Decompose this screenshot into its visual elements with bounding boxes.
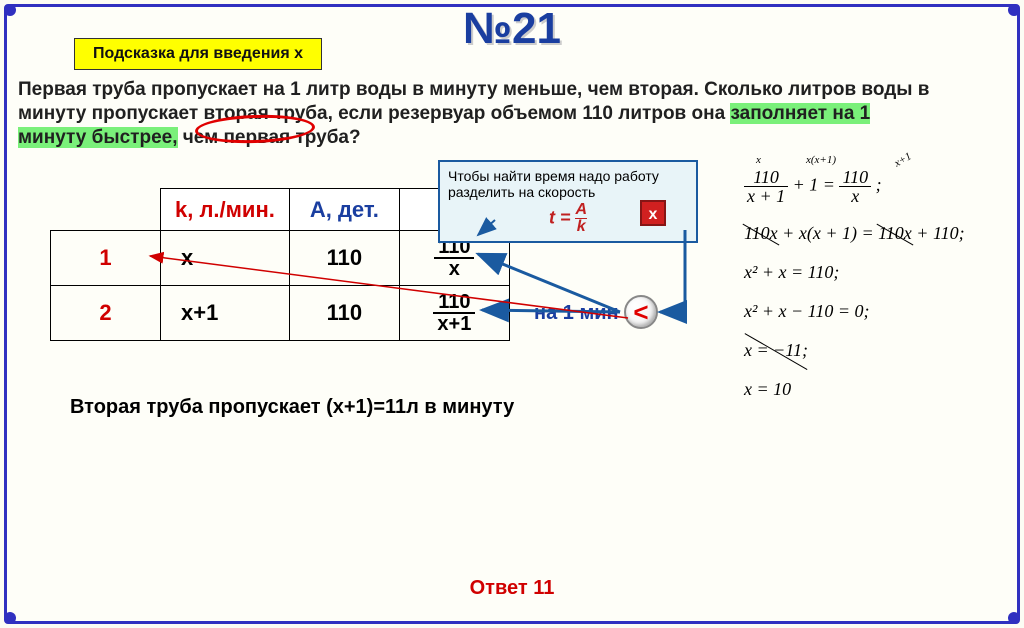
- tooltip-text: Чтобы найти время надо работу разделить …: [448, 168, 688, 200]
- row-num: 2: [51, 286, 161, 341]
- cell-k: х+1: [161, 286, 290, 341]
- row-num: 1: [51, 231, 161, 286]
- less-than-badge: <: [624, 295, 658, 329]
- problem-line: Первая труба пропускает на 1 литр воды в…: [18, 79, 929, 100]
- problem-line: минуту пропускает: [18, 103, 203, 124]
- calc-line: x = 10: [744, 379, 994, 400]
- calculation-column: x x(x+1) x+1 110x + 1 + 1 = 110x ; 110x …: [744, 168, 994, 418]
- corner-dot: [1008, 612, 1020, 624]
- table-blank: [51, 189, 161, 231]
- problem-line: , если резервуар объемом 110 литров она: [328, 103, 731, 124]
- problem-text: Первая труба пропускает на 1 литр воды в…: [18, 78, 1006, 149]
- final-answer: Ответ 11: [0, 577, 1024, 600]
- problem-highlight: минуту быстрее,: [18, 127, 178, 148]
- table-row: 2 х+1 110 110х+1: [51, 286, 510, 341]
- cell-a: 110: [289, 231, 399, 286]
- corner-dot: [4, 612, 16, 624]
- hint-box: Подсказка для введения x: [74, 38, 322, 70]
- table-header-a: А, дет.: [289, 189, 399, 231]
- problem-highlight: заполняет на 1: [730, 103, 870, 124]
- close-button[interactable]: х: [640, 200, 666, 226]
- table-header-k: k, л./мин.: [161, 189, 290, 231]
- conclusion-text: Вторая труба пропускает (х+1)=11л в мину…: [70, 396, 514, 419]
- calc-line: 110x + x(x + 1) = 110x + 110;: [744, 223, 994, 244]
- compare-label: на 1 мин: [534, 302, 619, 325]
- calc-line: x² + x − 110 = 0;: [744, 301, 994, 322]
- cell-t: 110х+1: [399, 286, 509, 341]
- calc-line: x = −11;: [744, 340, 994, 361]
- calc-line: x x(x+1) x+1 110x + 1 + 1 = 110x ;: [744, 168, 994, 205]
- cell-k: х: [161, 231, 290, 286]
- cell-a: 110: [289, 286, 399, 341]
- calc-line: x² + x = 110;: [744, 262, 994, 283]
